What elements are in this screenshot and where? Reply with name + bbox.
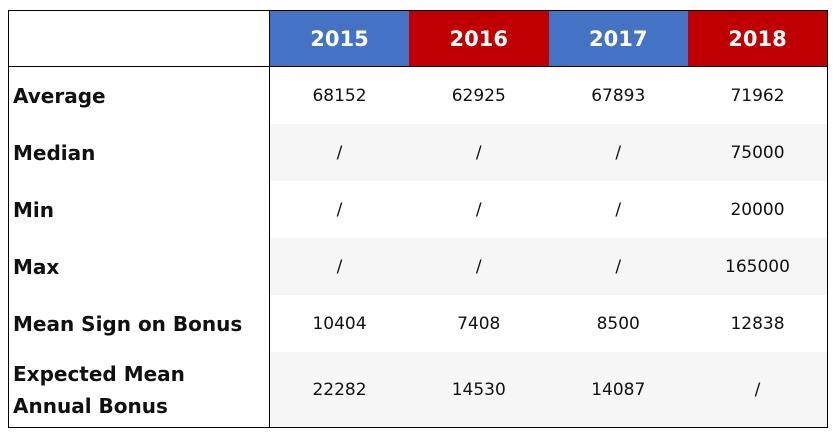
- salary-table: 2015 2016 2017 2018 Average 68152 62925 67893 7…: [8, 10, 828, 428]
- value-cell: 20000: [730, 199, 785, 220]
- value-cell: 67893: [591, 85, 646, 106]
- value-cell: /: [615, 199, 622, 220]
- corner-cell: [8, 10, 270, 67]
- value-cell: /: [409, 124, 549, 181]
- row-label: Min: [8, 181, 270, 238]
- value-cell: 8500: [596, 313, 640, 334]
- data-row: Median / //75000: [8, 124, 828, 181]
- row-label: Median: [8, 124, 270, 181]
- value-cell: /: [409, 238, 549, 295]
- value-cell: 165000: [688, 238, 828, 295]
- year-header: 2017: [548, 10, 688, 67]
- table-body: Average 68152 62925 67893 71962 Median / //7500…: [8, 66, 828, 428]
- data-row: Mean Sign on Bonus 10404 7408 8500 12838: [8, 295, 828, 352]
- value-cell: /: [548, 124, 688, 181]
- value-cell: 14087: [548, 352, 688, 428]
- value-cell: /: [688, 352, 828, 428]
- row-label: Expected Mean Annual Bonus: [8, 352, 270, 428]
- value-cell: 14530: [409, 352, 549, 428]
- table-wrapper: 2015 2016 2017 2018 Average 68152 62925 67893 7…: [8, 10, 828, 428]
- year-header: 2018: [688, 10, 828, 67]
- value-cell: 12838: [730, 313, 785, 334]
- value-cell: 75000: [688, 124, 828, 181]
- value-cell: /: [548, 238, 688, 295]
- data-row: Min / / / 20000: [8, 181, 828, 238]
- data-row: Average 68152 62925 67893 71962: [8, 66, 828, 124]
- value-cell: /: [269, 124, 409, 181]
- value-cell: 62925: [451, 85, 506, 106]
- row-label: Average: [8, 66, 270, 124]
- value-cell: 10404: [312, 313, 367, 334]
- year-header: 2015: [269, 10, 409, 67]
- year-header: 2016: [409, 10, 549, 67]
- value-cell: /: [475, 199, 482, 220]
- value-cell: /: [269, 238, 409, 295]
- header-row: 2015 2016 2017 2018: [8, 10, 828, 67]
- table-head: 2015 2016 2017 2018: [8, 10, 828, 67]
- row-label: Mean Sign on Bonus: [8, 295, 270, 352]
- data-row: Expected Mean Annual Bonus 22282 14530 1408…: [8, 352, 828, 428]
- value-cell: 7408: [457, 313, 501, 334]
- row-label: Max: [8, 238, 270, 295]
- data-row: Max / //165000: [8, 238, 828, 295]
- value-cell: 22282: [269, 352, 409, 428]
- value-cell: /: [336, 199, 343, 220]
- value-cell: 71962: [730, 85, 785, 106]
- value-cell: 68152: [312, 85, 367, 106]
